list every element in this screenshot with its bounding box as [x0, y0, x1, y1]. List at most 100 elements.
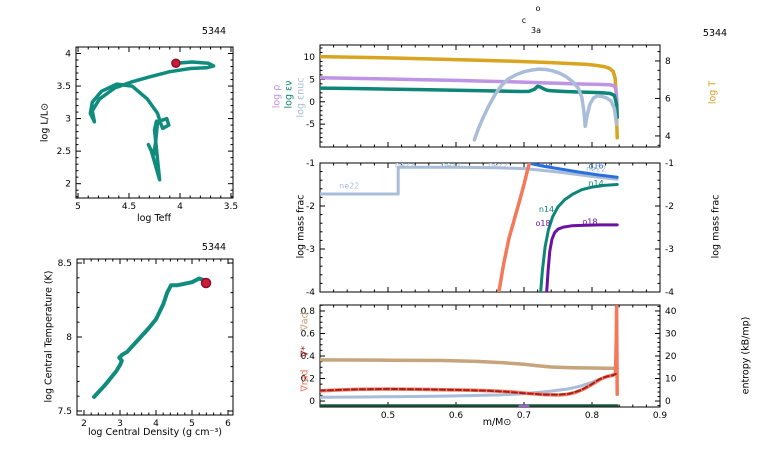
ptop-panel: -5 0 5 10 4 6 8 [304, 44, 671, 148]
log-T-axis-title: log T [707, 80, 719, 105]
ptop-series-log-eps-nu [320, 84, 619, 120]
pmid-label-ne22: ne22 [395, 161, 415, 170]
svg-text:10: 10 [665, 375, 677, 385]
svg-text:6: 6 [225, 419, 231, 429]
pbot-panel: 0.5 0.6 0.7 0.8 0.9 0 0.2 0.4 0.6 0.8 0 10 20 30 40 [301, 304, 677, 421]
hr-plot-area [75, 46, 234, 199]
svg-text:5: 5 [189, 419, 195, 429]
pmid-label-ne22: ne22 [339, 181, 359, 190]
svg-text:4: 4 [665, 132, 671, 142]
svg-text:3.5: 3.5 [224, 202, 238, 212]
trho-axes [77, 259, 233, 415]
svg-text:-5: -5 [306, 120, 315, 130]
hr-xaxis-title: log Teff [136, 213, 172, 224]
trho-panel: 2 3 4 5 6 7.5 8 8.5 [58, 258, 234, 429]
svg-text:-2: -2 [665, 202, 674, 212]
svg-text:-1: -1 [306, 159, 315, 169]
trho-run-id: 5344 [201, 242, 227, 253]
pmid-plot-area [319, 162, 661, 293]
svg-text:6: 6 [665, 94, 671, 104]
svg-text:8.5: 8.5 [58, 259, 72, 269]
ptop-axes [320, 45, 660, 147]
svg-text:4: 4 [153, 419, 159, 429]
svg-text:-4: -4 [306, 288, 315, 298]
svg-text:0.7: 0.7 [517, 411, 531, 421]
svg-text:3: 3 [65, 115, 71, 125]
mass-xaxis-title: m/M⊙ [482, 417, 512, 428]
trho-current-model-marker [200, 277, 212, 289]
pmid-series-h1 [497, 163, 532, 292]
svg-text:0: 0 [309, 397, 315, 407]
pmid-series-n14 [539, 183, 619, 292]
svg-text:5: 5 [309, 75, 315, 85]
ptop-plot-area [319, 44, 661, 148]
svg-text:0.9: 0.9 [653, 411, 668, 421]
pbot-series-grad-star [320, 373, 617, 396]
svg-text:4: 4 [177, 202, 183, 212]
mass-frac-left-axis-title: log mass frac [295, 194, 307, 259]
svg-text:-2: -2 [306, 202, 315, 212]
trho-yaxis-title: log Central Temperature (K) [43, 270, 55, 403]
ptop-series-log-eps-nuc [472, 67, 619, 142]
svg-text:0.6: 0.6 [301, 329, 316, 339]
svg-text:2.5: 2.5 [57, 147, 71, 157]
svg-text:30: 30 [665, 329, 677, 339]
entropy-axis-title: entropy (kB/mp) [740, 316, 752, 395]
svg-text:-3: -3 [306, 245, 315, 255]
pmid-label-n14: n14 [588, 179, 603, 188]
mass-frac-right-axis-title: log mass frac [710, 194, 722, 259]
pmid-label-n14: n14 [539, 205, 554, 214]
pmid-label-o16: o16 [589, 162, 604, 171]
svg-text:20: 20 [665, 352, 677, 362]
svg-text:0: 0 [309, 98, 315, 108]
hr-yaxis-title: log L/L⊙ [39, 102, 51, 143]
hr-run-id: 5344 [201, 26, 227, 37]
ptop-series-log-T [320, 54, 619, 140]
hr-current-model-marker [171, 58, 181, 69]
svg-text:3: 3 [117, 419, 123, 429]
svg-text:4: 4 [65, 50, 71, 60]
svg-text:4.5: 4.5 [122, 202, 136, 212]
svg-text:0.4: 0.4 [301, 352, 316, 362]
pmid-axes [320, 162, 660, 293]
svg-text:7.5: 7.5 [58, 407, 72, 417]
grad-ad-axis-title: ∇ad [299, 312, 311, 331]
pmid-series-o16 [530, 163, 619, 179]
profiles-run-id: 5344 [702, 28, 728, 39]
svg-text:0.5: 0.5 [381, 411, 395, 421]
svg-text:0.8: 0.8 [301, 307, 316, 317]
pbot-series-grad-ad [320, 358, 619, 371]
svg-text:3.5: 3.5 [57, 82, 71, 92]
ptop-series-log-rho [320, 76, 619, 117]
svg-text:0.2: 0.2 [301, 375, 315, 385]
hr-axes [76, 47, 233, 198]
svg-text:-3: -3 [665, 245, 674, 255]
pmid-label-o18: o18 [536, 219, 551, 228]
pmid-label-o16: o16 [536, 159, 551, 168]
hr-panel: 5 4.5 4 3.5 2 2.5 3 3.5 4 [57, 46, 238, 212]
pmid-label-ne22: ne22 [586, 165, 606, 174]
pmid-label-ne22: ne22 [488, 161, 508, 170]
svg-text:2: 2 [65, 180, 71, 190]
trho-xaxis-title: log Central Density (g cm⁻³) [87, 427, 222, 438]
trho-series-central-conditions-track [92, 276, 208, 399]
burn-label-3a: 3a [531, 26, 541, 35]
svg-text:40: 40 [665, 307, 677, 317]
burn-label-o: o [535, 4, 541, 13]
grad-rad-axis-title: ∇rad [299, 369, 311, 392]
svg-text:10: 10 [304, 53, 316, 63]
svg-text:0: 0 [665, 397, 671, 407]
svg-text:-4: -4 [665, 288, 674, 298]
log-eps-nuc-axis-title: log εnuc [295, 77, 307, 118]
svg-text:0.8: 0.8 [585, 411, 600, 421]
svg-text:2: 2 [81, 419, 87, 429]
pmid-label-o18: o18 [582, 217, 597, 226]
svg-text:8: 8 [665, 57, 671, 67]
pmid-series-o18 [545, 223, 619, 292]
pbot-series-grad-rad [320, 305, 619, 397]
pmid-label-ne22: ne22 [441, 161, 461, 170]
svg-text:-1: -1 [665, 159, 674, 169]
